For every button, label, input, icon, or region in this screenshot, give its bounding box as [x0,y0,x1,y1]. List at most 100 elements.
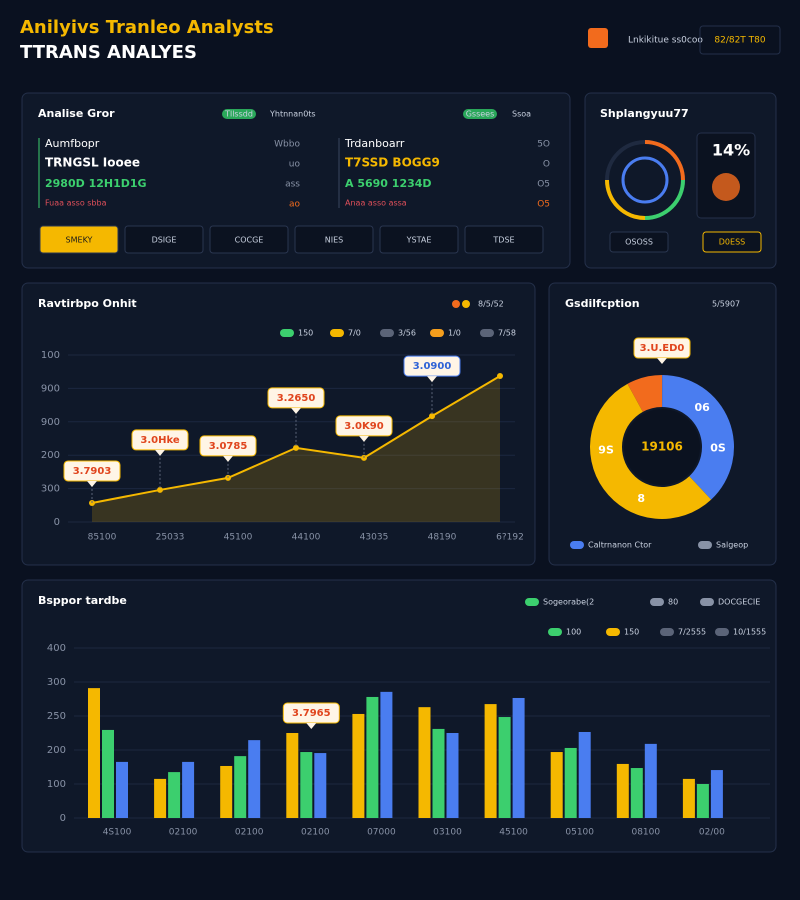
x-tick-label: 02/00 [699,828,725,838]
bar [314,753,327,818]
callout: 3.7903 [73,466,112,477]
y-tick-label: 300 [41,484,60,495]
subtitle-dot [462,300,470,308]
logo [588,28,608,48]
status-title: Shplangyuu77 [600,107,689,120]
column-side: ao [289,200,301,210]
x-tick-label: 48190 [428,533,457,543]
y-tick-label: 200 [47,745,66,756]
tab-button[interactable] [379,225,459,254]
x-tick-label: 02100 [301,828,330,838]
callout-pointer [223,455,233,462]
status-button[interactable] [702,231,762,253]
column-label: Trdanboarr [344,137,405,150]
legend-label: 7/0 [348,329,361,338]
callout: 3.0785 [209,441,248,452]
column-side: Wbbo [274,140,300,150]
callout-pointer [657,358,667,364]
legend-label: 1/0 [448,329,461,338]
x-tick-label: 25033 [156,533,185,543]
tab-button[interactable] [124,225,204,254]
legend-swatch [430,329,444,337]
legend-label: 100 [566,628,581,637]
status-label: D0ESS [719,238,745,247]
column-note: Fuaa asso sbba [45,199,107,208]
legend-swatch [715,628,729,636]
slice-text: 06 [694,401,710,414]
tab-button[interactable] [209,225,289,254]
bar [182,761,195,818]
x-tick-label: 4S100 [103,828,132,838]
callout: 3.7965 [292,708,331,719]
line-panel [21,282,536,566]
column-value: A 5690 1234D [345,177,432,190]
callout-pointer [359,435,369,442]
x-tick-label: 45100 [224,533,253,543]
callout-pointer [87,480,97,487]
chart-title: Gsdilfcption [565,297,640,310]
app-subtitle: TTRANS ANALYES [20,42,197,63]
tab-label: TDSE [492,236,514,245]
legend-label: Sogeorabe(2 [543,598,594,607]
app-title: Anilyivs Tranleo Analysts [20,17,274,38]
bar [102,729,114,818]
legend-swatch [480,329,494,337]
chart-title: Bsppor tardbe [38,594,127,607]
y-tick-label: 300 [47,677,66,688]
tag: Tllssdd [224,110,253,119]
legend-label: 150 [298,329,313,338]
tag-pill [222,109,256,119]
status-label: OSOSS [625,238,653,247]
legend-label: 80 [668,598,678,607]
bar [220,765,233,818]
tab-button[interactable] [464,225,544,254]
bar [446,733,459,818]
tab-button[interactable] [39,225,119,254]
tab-button[interactable] [294,225,374,254]
gauge-arc [644,179,685,220]
tab-label: YSTAE [406,236,432,245]
callout: 3.0900 [413,361,452,372]
tab-label: SMEKY [66,236,93,245]
status-icon [712,173,740,201]
column-side: 5O [537,140,550,150]
bar [286,733,299,818]
summary-title: Analise Gror [38,107,115,120]
legend-swatch [280,329,294,337]
bar [644,743,657,818]
gauge-arc [644,140,685,181]
badge-box [699,25,781,55]
pie-slice [662,375,734,500]
pie-hole [624,409,700,485]
pie-slice [627,375,663,412]
column-side: uo [289,160,301,170]
x-tick-label: 85100 [88,533,117,543]
bar [366,696,379,818]
y-tick-label: 0 [54,517,60,528]
callout-pointer [306,723,317,729]
x-tick-label: 02100 [169,828,198,838]
callout: 3.U.ED0 [640,343,685,354]
bar [154,778,167,818]
y-tick-label: 100 [47,779,66,790]
bar [630,768,643,818]
bar [300,752,313,818]
slice-text: 8 [637,492,645,505]
legend-label: Caltrnanon Ctor [588,541,652,550]
bar [498,717,511,818]
x-tick-label: 6?192 [496,533,524,543]
legend-label: 3/56 [398,329,416,338]
chart-subtitle: 5/5907 [712,300,740,309]
bar [88,688,100,818]
gauge-arc [605,179,646,220]
column-name: TRNGSL Iooee [45,156,140,170]
column-value: 2980D 12H1D1G [45,177,147,190]
point [157,486,163,493]
bar [550,752,563,818]
x-tick-label: 03100 [433,828,462,838]
slice-text: 9S [598,443,614,456]
legend-swatch [650,598,664,606]
bar [484,704,497,818]
status-button[interactable] [609,231,669,253]
bar [234,756,247,818]
